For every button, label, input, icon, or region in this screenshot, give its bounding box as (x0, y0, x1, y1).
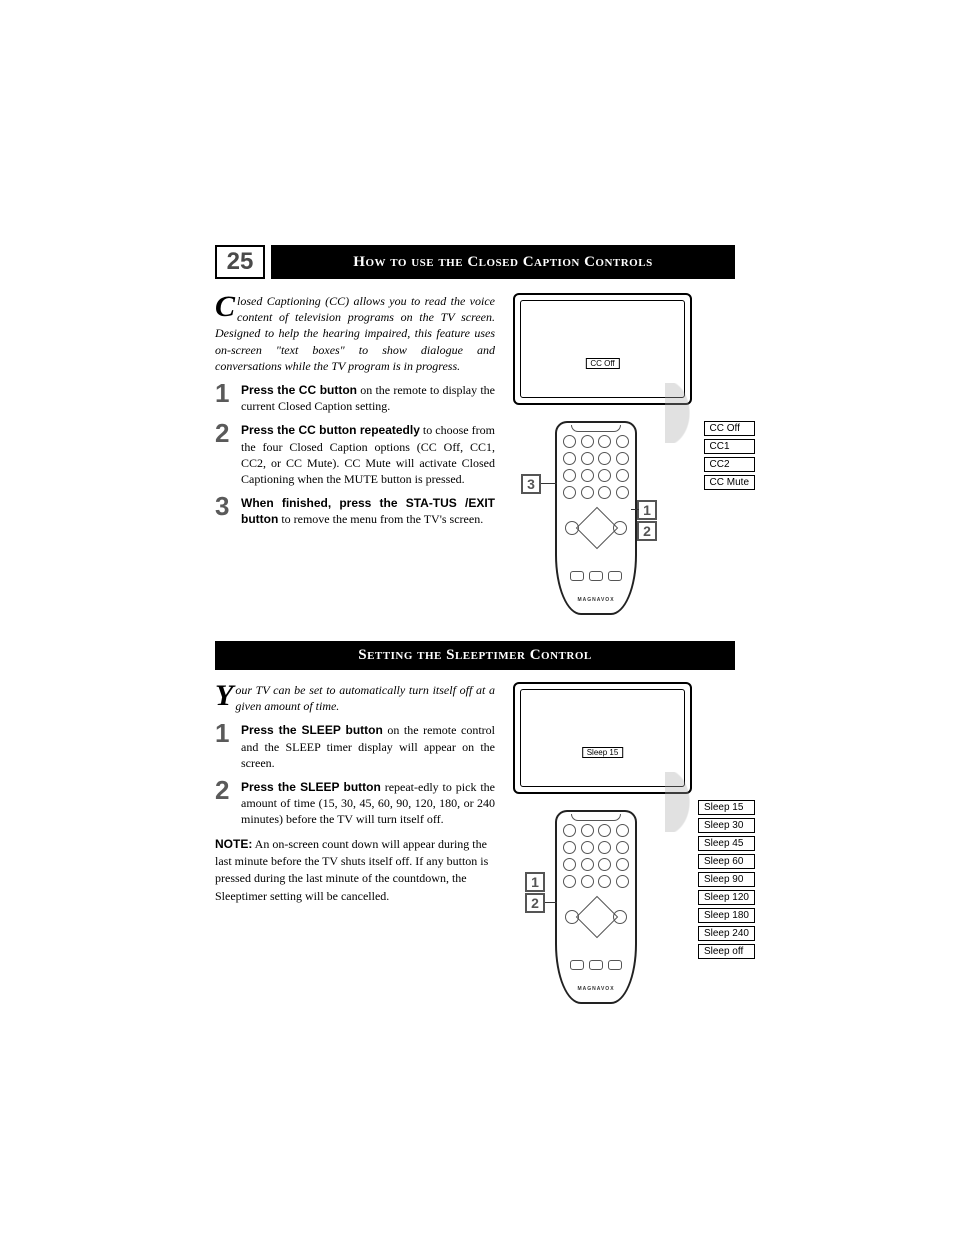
callout-2: 2 (525, 893, 545, 913)
tv-screen: CC Off (513, 293, 692, 405)
manual-page: 25 How to use the Closed Caption Control… (215, 245, 735, 1022)
option-item: Sleep 60 (698, 854, 755, 869)
remote-keypad (563, 435, 629, 499)
step-bold: Press the CC button repeatedly (241, 423, 420, 437)
option-item: Sleep 30 (698, 818, 755, 833)
remote-keypad (563, 824, 629, 888)
dropcap: C (215, 293, 237, 319)
step-2: 2 Press the CC button repeatedly to choo… (215, 422, 495, 487)
step-number: 1 (215, 722, 237, 771)
remote-bottom-row (567, 571, 625, 581)
option-item: CC2 (704, 457, 755, 472)
sleep-options-list: Sleep 15 Sleep 30 Sleep 45 Sleep 60 Slee… (698, 800, 755, 962)
section2-title-bar: Setting the Sleeptimer Control (215, 641, 735, 670)
callout-1: 1 (637, 500, 657, 520)
note-text: An on-screen count down will appear duri… (215, 837, 488, 903)
option-item: CC Off (704, 421, 755, 436)
tv-screen: Sleep 15 (513, 682, 692, 794)
option-item: Sleep 120 (698, 890, 755, 905)
callout-1: 1 (525, 872, 545, 892)
remote-brand: MAGNAVOX (557, 597, 635, 603)
leader-line (545, 902, 557, 903)
section2-columns: Y our TV can be set to automatically tur… (215, 682, 735, 1022)
option-item: Sleep 180 (698, 908, 755, 923)
step-bold: Press the SLEEP button (241, 780, 381, 794)
callout-3: 3 (521, 474, 541, 494)
option-item: Sleep 90 (698, 872, 755, 887)
step-1: 1 Press the CC button on the remote to d… (215, 382, 495, 414)
page-number-box: 25 (215, 245, 265, 279)
section2-note: NOTE: An on-screen count down will appea… (215, 836, 495, 906)
intro-text: our TV can be set to automatically turn … (235, 683, 495, 713)
remote-dpad-area (565, 513, 627, 545)
leader-line (541, 483, 557, 484)
section1-text: C losed Captioning (CC) allows you to re… (215, 293, 495, 623)
step-number: 2 (215, 779, 237, 828)
step-1: 1 Press the SLEEP button on the remote c… (215, 722, 495, 771)
section1-intro: C losed Captioning (CC) allows you to re… (215, 293, 495, 374)
step-3: 3 When finished, press the STA-TUS /EXIT… (215, 495, 495, 527)
leader-line (631, 509, 639, 510)
option-item: Sleep 240 (698, 926, 755, 941)
option-item: Sleep 45 (698, 836, 755, 851)
step-number: 1 (215, 382, 237, 414)
section2-text: Y our TV can be set to automatically tur… (215, 682, 495, 1022)
remote-dpad-area (565, 902, 627, 934)
section1-columns: C losed Captioning (CC) allows you to re… (215, 293, 735, 623)
step-2: 2 Press the SLEEP button repeat-edly to … (215, 779, 495, 828)
step-rest: to remove the menu from the TV's screen. (278, 512, 483, 526)
remote-illustration: MAGNAVOX (555, 810, 637, 1004)
header-row: 25 How to use the Closed Caption Control… (215, 245, 735, 279)
section2-intro: Y our TV can be set to automatically tur… (215, 682, 495, 714)
tv-onscreen-label: Sleep 15 (582, 747, 624, 758)
remote-bottom-row (567, 960, 625, 970)
intro-text: losed Captioning (CC) allows you to read… (215, 294, 495, 373)
dropcap: Y (215, 682, 235, 708)
cc-options-list: CC Off CC1 CC2 CC Mute (704, 421, 755, 493)
note-bold: NOTE: (215, 837, 252, 851)
remote-brand: MAGNAVOX (557, 986, 635, 992)
tv-onscreen-label: CC Off (585, 358, 619, 369)
step-bold: Press the CC button (241, 383, 357, 397)
option-item: Sleep off (698, 944, 755, 959)
step-number: 2 (215, 422, 237, 487)
option-item: CC Mute (704, 475, 755, 490)
section-title-bar: How to use the Closed Caption Controls (271, 245, 735, 279)
step-bold: Press the SLEEP button (241, 723, 383, 737)
option-item: Sleep 15 (698, 800, 755, 815)
callout-2: 2 (637, 521, 657, 541)
section2-figure: Sleep 15 Sleep 15 Sleep 30 Sleep 45 Slee… (509, 682, 735, 1022)
section1-figure: CC Off CC Off CC1 CC2 CC Mute (509, 293, 735, 623)
option-item: CC1 (704, 439, 755, 454)
remote-illustration: MAGNAVOX (555, 421, 637, 615)
tv-inner-frame (520, 300, 685, 398)
tv-inner-frame (520, 689, 685, 787)
step-number: 3 (215, 495, 237, 527)
